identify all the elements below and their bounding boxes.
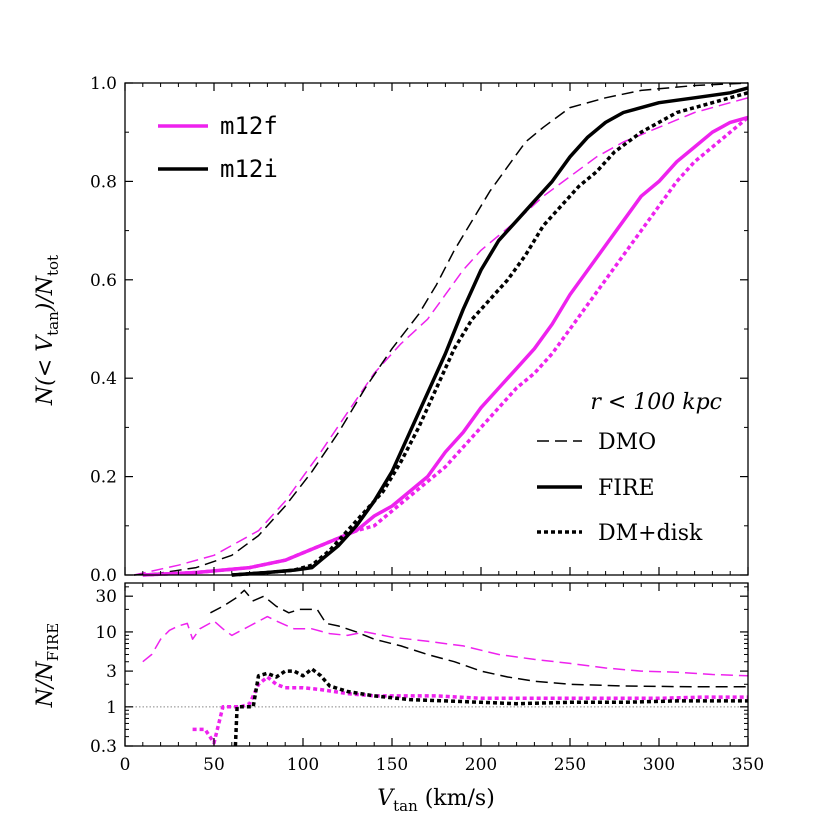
- ratio-series-m12i-dmo-fire: [210, 589, 748, 688]
- x-axis-label: Vtan (km/s): [377, 786, 495, 815]
- main-y-tick-label: 0.4: [90, 369, 117, 389]
- main-panel: 0.0 0.2 0.4 0.6 0.8 1.0 N(< Vtan)/Ntot m12f m…: [33, 74, 750, 586]
- main-series-m12i-dm-disk: [231, 91, 749, 577]
- ratio-y-tick-label: 3: [106, 662, 117, 682]
- x-tick-label: 100: [287, 755, 319, 775]
- x-tick-label: 150: [376, 755, 408, 775]
- main-y-tick-label: 0.2: [90, 468, 117, 488]
- ratio-series-m12f-dm-disk-fire: [192, 675, 748, 745]
- legend-label-dm-disk: DM+disk: [598, 521, 703, 546]
- main-series-m12f-dmo: [133, 97, 749, 576]
- legend-radius-label: r < 100 kpc: [590, 390, 722, 415]
- ratio-y-tick-label: 0.3: [90, 737, 117, 757]
- ratio-y-tick-label: 1: [106, 698, 117, 718]
- main-ticks: 0.0 0.2 0.4 0.6 0.8 1.0: [90, 74, 749, 586]
- legend-label-dmo: DMO: [598, 430, 656, 455]
- ratio-y-tick-label: 30: [95, 587, 117, 607]
- main-y-axis-label: N(< Vtan)/Ntot: [33, 255, 62, 406]
- x-tick-label: 350: [732, 755, 764, 775]
- main-curves: [133, 82, 750, 577]
- x-tick-label: 250: [554, 755, 586, 775]
- ratio-y-axis-label: N/NFIRE: [33, 623, 62, 709]
- legend-label-m12i: m12i: [220, 155, 278, 183]
- legend-models: r < 100 kpc DMO FIRE DM+disk: [537, 390, 722, 546]
- legend-simulations: m12f m12i: [158, 112, 278, 183]
- main-series-m12i-dmo: [133, 82, 749, 576]
- main-plot-frame: [124, 82, 749, 576]
- x-tick-label: 50: [203, 755, 225, 775]
- main-series-m12f-fire: [142, 115, 749, 577]
- main-series-m12i-fire: [231, 86, 749, 577]
- x-tick-label: 0: [120, 755, 131, 775]
- x-tick-label: 200: [465, 755, 497, 775]
- ratio-curves: [142, 589, 749, 747]
- main-y-tick-label: 1.0: [90, 74, 117, 94]
- ratio-series-m12f-dmo-fire: [142, 615, 749, 677]
- main-y-tick-label: 0.6: [90, 271, 117, 291]
- main-series-m12f-dm-disk: [142, 116, 750, 577]
- ratio-y-tick-label: 10: [95, 623, 117, 643]
- ratio-plot-frame: [124, 582, 749, 747]
- main-y-tick-label: 0.0: [90, 566, 117, 586]
- ratio-series-m12i-dm-disk-fire: [233, 667, 748, 747]
- x-tick-label: 300: [643, 755, 675, 775]
- legend-label-m12f: m12f: [220, 112, 278, 140]
- main-y-tick-label: 0.8: [90, 172, 117, 192]
- legend-label-fire: FIRE: [598, 476, 655, 501]
